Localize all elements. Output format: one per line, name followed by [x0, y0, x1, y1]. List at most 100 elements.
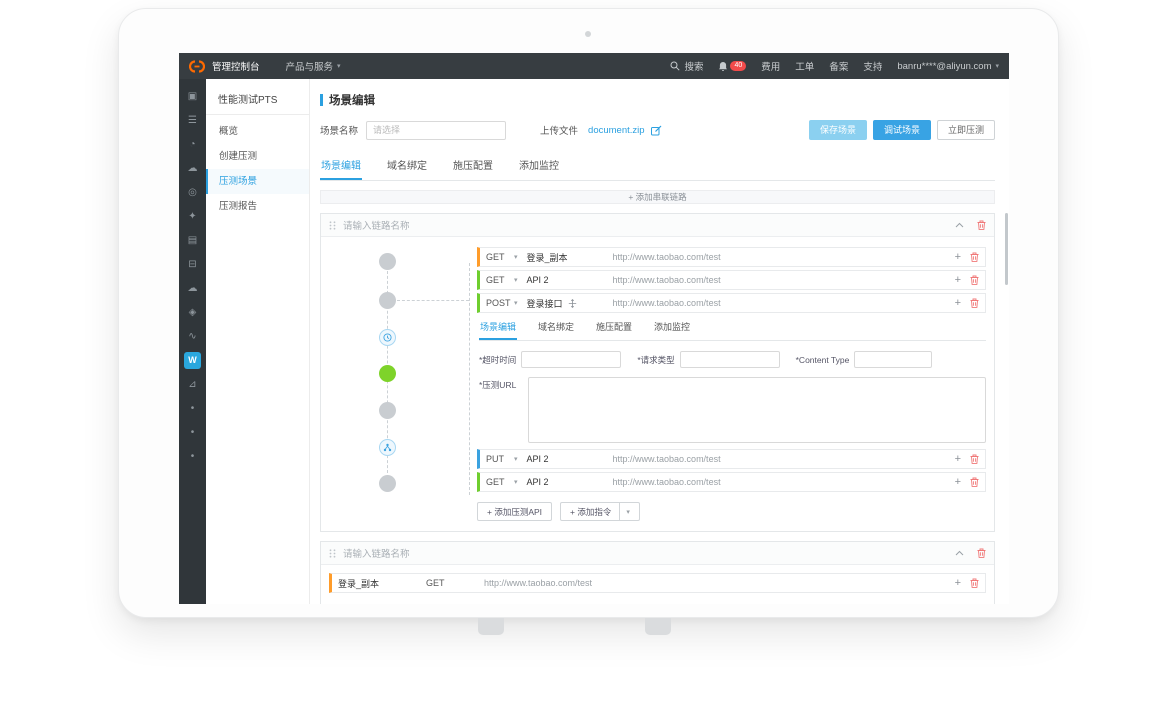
chain-name-field[interactable]: 请输入链路名称 — [343, 221, 410, 232]
method-select[interactable]: GET — [486, 477, 505, 487]
scene-name-input[interactable] — [366, 120, 507, 140]
pts-active-icon[interactable]: W — [179, 348, 206, 372]
edit-file-icon[interactable] — [650, 125, 662, 136]
debug-scene-button[interactable]: 调试场景 — [872, 120, 931, 140]
menu-icon[interactable]: ☰ — [188, 114, 197, 126]
delete-api-icon[interactable] — [970, 477, 979, 487]
cloud-disk-icon[interactable]: ☁ — [187, 282, 198, 294]
method-select[interactable]: GET — [426, 578, 445, 588]
add-icon[interactable]: + — [954, 475, 961, 488]
compass-icon[interactable]: ◎ — [188, 186, 197, 198]
beian-link[interactable]: 备案 — [829, 62, 849, 73]
drag-handle-icon[interactable] — [329, 548, 336, 558]
more-icon[interactable]: • — [190, 450, 195, 462]
delete-api-icon[interactable] — [970, 252, 979, 262]
flow-node[interactable] — [379, 292, 396, 309]
add-icon[interactable]: + — [954, 452, 961, 465]
tab-domain-binding[interactable]: 域名绑定 — [387, 161, 427, 172]
add-icon[interactable]: + — [954, 250, 961, 263]
clock-icon[interactable]: ◔ — [189, 138, 196, 150]
delete-api-icon[interactable] — [970, 298, 979, 308]
lab-icon[interactable]: ⊿ — [188, 378, 197, 390]
tab-pressure-config[interactable]: 施压配置 — [453, 161, 493, 172]
collapse-panel-icon[interactable] — [955, 550, 964, 556]
sidebar-item-test-reports[interactable]: 压测报告 — [219, 201, 258, 212]
request-type-input[interactable] — [679, 351, 780, 368]
billing-link[interactable]: 费用 — [761, 62, 781, 73]
flow-node[interactable] — [379, 402, 396, 419]
chevron-down-icon[interactable]: ▾ — [514, 300, 518, 307]
content-type-input[interactable] — [854, 351, 933, 368]
button-divider — [619, 502, 621, 521]
delete-chain-icon[interactable] — [977, 548, 986, 558]
api-url-row: *压测URL — [479, 377, 986, 443]
drag-handle-icon[interactable] — [329, 220, 336, 230]
delete-api-icon[interactable] — [970, 578, 979, 588]
method-select[interactable]: GET — [486, 275, 505, 285]
console-home-icon[interactable]: ▣ — [187, 90, 198, 102]
sidebar-title: 性能测试PTS — [206, 89, 309, 115]
products-menu[interactable]: 产品与服务 ▾ — [285, 62, 341, 73]
chevron-down-icon[interactable]: ▾ — [514, 456, 518, 463]
detail-tab-scene-edit[interactable]: 场景编辑 — [479, 316, 518, 340]
support-link[interactable]: 支持 — [863, 62, 883, 73]
tab-add-monitor[interactable]: 添加监控 — [519, 161, 559, 172]
flow-node[interactable] — [379, 475, 396, 492]
notifications-button[interactable]: 40 — [718, 61, 747, 72]
collapse-panel-icon[interactable] — [955, 222, 964, 228]
api-name: 登录_副本 — [338, 578, 380, 589]
method-select[interactable]: PUT — [486, 454, 504, 464]
timeout-input[interactable] — [521, 351, 622, 368]
sidebar-item-test-scenes[interactable]: 压测场景 — [206, 169, 309, 194]
flow-node[interactable] — [379, 253, 396, 270]
add-icon[interactable]: + — [954, 576, 961, 589]
cloud-server-icon[interactable]: ☁ — [187, 162, 198, 174]
start-test-button[interactable]: 立即压测 — [936, 120, 995, 140]
more-icon[interactable]: • — [190, 402, 195, 414]
add-icon[interactable]: + — [954, 273, 961, 286]
ticket-link[interactable]: 工单 — [795, 62, 815, 73]
storage-icon[interactable]: ⊟ — [188, 258, 197, 270]
save-scene-button[interactable]: 保存场景 — [808, 120, 867, 140]
uploaded-file-link[interactable]: document.zip — [588, 124, 645, 136]
delete-api-icon[interactable] — [970, 454, 979, 464]
tab-scene-edit[interactable]: 场景编辑 — [320, 152, 362, 180]
chevron-down-icon[interactable]: ▾ — [514, 254, 518, 261]
notification-badge: 40 — [730, 61, 747, 71]
more-icon[interactable]: • — [190, 426, 195, 438]
aliyun-logo-icon[interactable] — [189, 59, 205, 73]
add-command-button[interactable]: + 添加指令 ▾ — [560, 502, 640, 521]
chain-name-field[interactable]: 请输入链路名称 — [343, 549, 410, 560]
signal-icon[interactable]: ∿ — [188, 330, 197, 342]
sidebar-item-overview[interactable]: 概览 — [219, 126, 239, 137]
nodes-icon[interactable]: ✦ — [188, 210, 197, 222]
flow-node-active[interactable] — [379, 365, 396, 382]
method-select[interactable]: GET — [486, 252, 505, 262]
method-select[interactable]: POST — [486, 298, 511, 308]
sidebar-item-create-test[interactable]: 创建压测 — [219, 151, 258, 162]
detail-tab-domain-binding[interactable]: 域名绑定 — [538, 322, 575, 332]
api-url: http://www.taobao.com/test — [612, 298, 721, 308]
row-action-buttons: + 添加压测API + 添加指令 ▾ — [477, 502, 986, 521]
search-icon — [670, 61, 681, 71]
detail-tab-add-monitor[interactable]: 添加监控 — [654, 322, 691, 332]
test-url-input[interactable] — [528, 377, 986, 443]
move-icon[interactable] — [568, 298, 577, 308]
account-menu[interactable]: banru****@aliyun.com ▾ — [897, 60, 999, 72]
chevron-down-icon[interactable]: ▾ — [514, 479, 518, 486]
security-icon[interactable]: ◈ — [188, 306, 197, 318]
scrollbar-thumb[interactable] — [1005, 213, 1008, 285]
add-icon[interactable]: + — [954, 296, 961, 309]
delete-api-icon[interactable] — [970, 275, 979, 285]
search-button[interactable]: 搜索 — [670, 59, 703, 73]
add-chain-link-button[interactable]: + 添加串联链路 — [320, 190, 995, 204]
monitor-icon[interactable]: ▤ — [187, 234, 198, 246]
detail-tab-pressure-config[interactable]: 施压配置 — [596, 322, 633, 332]
add-api-button[interactable]: + 添加压测API — [477, 502, 553, 521]
api-row-selected: POST ▾ 登录接口 http://www.taobao.com/test + — [477, 293, 986, 313]
flow-node-timer-icon[interactable] — [379, 329, 396, 346]
chevron-down-icon[interactable]: ▾ — [514, 277, 518, 284]
delete-chain-icon[interactable] — [977, 220, 986, 230]
flow-node-branch-icon[interactable] — [379, 439, 396, 456]
console-home-link[interactable]: 管理控制台 — [212, 62, 260, 73]
